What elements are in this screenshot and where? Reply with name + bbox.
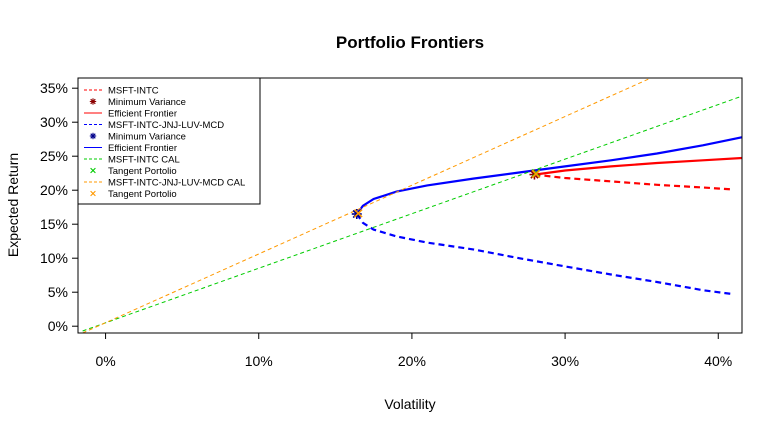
series-line-1 [534,156,742,176]
legend-item-1-swatch [89,98,97,105]
legend-item-0-label: MSFT-INTC [108,86,159,97]
legend-item-4-swatch [89,132,97,140]
series-line-5 [82,78,652,333]
series-layer [82,78,742,333]
x-tick-label-1: 10% [245,353,273,369]
x-tick-label-2: 20% [398,353,426,369]
legend-item-9-swatch [90,190,96,197]
x-axis-label: Volatility [384,396,435,412]
y-tick-label-2: 10% [40,250,68,266]
y-tick-label-4: 20% [40,182,68,198]
y-axis-label: Expected Return [5,153,21,257]
legend-box [77,77,261,205]
legend-item-4-label: Minimum Variance [108,132,186,143]
series-line-4 [82,95,742,332]
legend-item-7-label: Tangent Portolio [108,166,177,177]
series-line-0 [534,173,734,191]
legend-item-2-label: Efficient Frontier [108,109,177,120]
legend-item-3-label: MSFT-INTC-JNJ-LUV-MCD [108,120,224,131]
point-marker-2 [531,169,541,179]
series-line-2 [355,213,734,296]
legend-item-1-swatch-stroke [90,98,96,105]
point-marker-2-stroke [531,169,541,179]
x-tick-label-3: 30% [551,353,579,369]
y-tick-label-7: 35% [40,80,68,96]
chart-title: Portfolio Frontiers [336,33,484,52]
y-tick-label-1: 5% [48,284,68,300]
legend-item-5-label: Efficient Frontier [108,143,177,154]
legend-item-8-label: MSFT-INTC-JNJ-LUV-MCD CAL [108,178,245,189]
legend-item-1-label: Minimum Variance [108,97,186,108]
series-line-3 [355,136,742,215]
legend-item-7-swatch-stroke [90,167,96,174]
x-axis: 0% 10% 20% 30% 40% [95,332,732,369]
point-marker-4-stroke [353,209,363,218]
y-tick-label-3: 15% [40,216,68,232]
y-tick-label-5: 25% [40,148,68,164]
legend-item-9-swatch-stroke [90,190,96,197]
x-tick-label-4: 40% [704,353,732,369]
points-layer [351,168,541,219]
y-tick-label-0: 0% [48,318,68,334]
y-axis: 0% 5% 10% 15% 20% 25% 30% 35% [40,80,78,334]
x-tick-label-0: 0% [95,353,115,369]
legend-item-7-swatch [90,167,96,174]
legend-item-6-label: MSFT-INTC CAL [108,155,180,166]
y-tick-label-6: 30% [40,114,68,130]
legend-item-9-label: Tangent Portolio [108,189,177,200]
legend-item-4-swatch-stroke [90,133,96,139]
point-marker-4 [353,209,363,218]
